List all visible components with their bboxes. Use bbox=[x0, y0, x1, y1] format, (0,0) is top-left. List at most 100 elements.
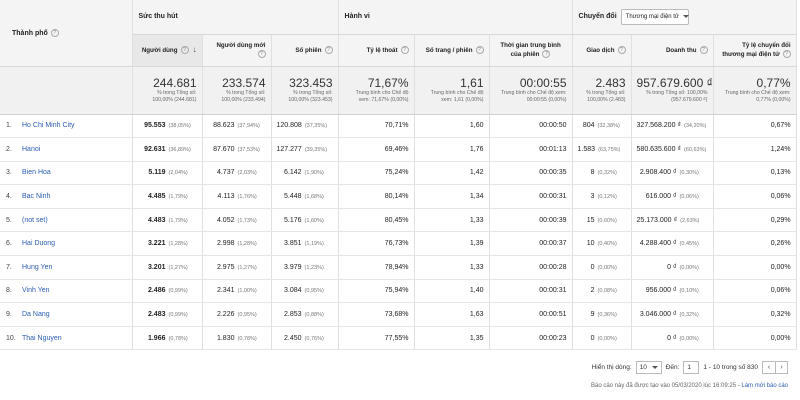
new-users-value: 1.830 bbox=[216, 334, 235, 342]
revenue-cell: 0 ₫ (0,00%) bbox=[631, 255, 714, 280]
new-users-percent: (0,78%) bbox=[237, 335, 257, 342]
city-link[interactable]: Da Nang bbox=[22, 311, 50, 319]
city-link[interactable]: Vinh Yen bbox=[22, 287, 50, 295]
revenue-cell: 616.000 ₫ (0,06%) bbox=[631, 184, 714, 209]
goto-page-input[interactable]: 1 bbox=[683, 361, 700, 374]
duration-cell: 00:00:39 bbox=[489, 208, 573, 233]
new-users-cell: 2.226 (0,95%) bbox=[202, 302, 272, 327]
users-percent: (1,27%) bbox=[168, 264, 188, 271]
help-icon[interactable]: ? bbox=[180, 46, 189, 55]
transactions-cell: 0 (0,00%) bbox=[572, 255, 632, 280]
conversions-group-header: Chuyển đổi Thương mại điện tử bbox=[572, 0, 797, 35]
new-users-value: 2.975 bbox=[216, 263, 235, 271]
refresh-report-link[interactable]: Làm mới báo cáo bbox=[741, 383, 788, 389]
sessions-percent: (1,23%) bbox=[304, 264, 324, 271]
total-bounce: 71,67% Trung bình cho Chế độ xem: 71,67% … bbox=[338, 66, 415, 115]
totals-row: 244.681% trong Tổng số: 100,00% (244.681… bbox=[0, 66, 797, 115]
new-users-percent: (1,73%) bbox=[237, 217, 257, 224]
new-users-column-header[interactable]: Người dùng mới? bbox=[202, 34, 272, 67]
transactions-percent: (0,32%) bbox=[597, 170, 617, 177]
total-new-users-sub: % trong Tổng số: 100,00% (233.494) bbox=[221, 89, 266, 103]
duration-cell: 00:00:51 bbox=[489, 302, 573, 327]
revenue-value: 956.000 ₫ bbox=[645, 287, 677, 295]
table-row[interactable]: 4. Bac Ninh 4.485 (1,79%) 4.113 (1,76%) 5.448(… bbox=[0, 184, 797, 209]
revenue-cell: 580.635.600 ₫ (60,63%) bbox=[631, 137, 714, 162]
duration-value: 00:00:50 bbox=[539, 122, 567, 130]
city-link[interactable]: Hung Yen bbox=[22, 263, 53, 271]
help-icon[interactable]: ? bbox=[542, 50, 551, 59]
help-icon[interactable]: ? bbox=[324, 45, 333, 54]
city-link[interactable]: Hai Duong bbox=[22, 240, 56, 248]
transactions-column-header[interactable]: Giao dịch? bbox=[572, 34, 632, 67]
table-row[interactable]: 7. Hung Yen 3.201 (1,27%) 2.975 (1,27%) 3.979(… bbox=[0, 255, 797, 280]
sessions-value: 2.450 bbox=[284, 334, 302, 342]
total-revenue-value: 957.679.600 ₫ bbox=[636, 75, 713, 90]
conversion-rate-column-header[interactable]: Tỷ lệ chuyển đổi thương mại điện tử? bbox=[713, 34, 797, 67]
new-users-percent: (37,94%) bbox=[237, 123, 260, 130]
sessions-cell: 3.851 (1,19%) bbox=[271, 231, 339, 257]
conversion-type-select[interactable]: Thương mại điện tử bbox=[620, 8, 689, 25]
help-icon[interactable]: ? bbox=[475, 45, 484, 54]
duration-cell: 00:00:31 bbox=[489, 184, 573, 209]
revenue-column-header[interactable]: Doanh thu? bbox=[631, 34, 714, 67]
prev-page-icon[interactable]: ‹ bbox=[767, 364, 771, 371]
city-link[interactable]: Ho Chi Minh City bbox=[22, 122, 75, 130]
bounce-rate-column-header[interactable]: Tỷ lệ thoát? bbox=[338, 34, 415, 67]
users-value: 92.631 bbox=[144, 145, 166, 153]
city-header-label: Thành phố bbox=[12, 29, 48, 37]
sessions-cell: 120.808 (37,35%) bbox=[271, 114, 339, 139]
avg-duration-column-header[interactable]: Thời gian trung bình của phiên? bbox=[489, 34, 573, 67]
total-duration: 00:00:55 Trung bình cho Chế độ xem: 00:00… bbox=[489, 66, 573, 115]
city-column-header[interactable]: Thành phố? bbox=[0, 0, 133, 67]
table-row[interactable]: 9. Da Nang 2.483 (0,99%) 2.226 (0,95%) 2.853 (0… bbox=[0, 302, 797, 327]
city-link[interactable]: Bac Ninh bbox=[22, 193, 51, 201]
users-value: 3.201 bbox=[147, 263, 166, 271]
sessions-cell: 2.450 (0,76%) bbox=[271, 326, 339, 351]
city-link[interactable]: Bien Hoa bbox=[22, 169, 51, 177]
table-row[interactable]: 10. Thai Nguyen 1.966 (0,78%) 1.830 (0,78%) 2.… bbox=[0, 326, 797, 351]
city-cell: 3. Bien Hoa bbox=[0, 161, 133, 186]
help-icon[interactable]: ? bbox=[782, 50, 791, 59]
table-row[interactable]: 3. Bien Hoa 5.119 (2,04%) 4.737 (2,03%) 6.142(… bbox=[0, 161, 797, 186]
total-conv-rate-value: 0,77% bbox=[756, 75, 791, 90]
help-icon[interactable]: ? bbox=[699, 45, 708, 54]
pages-cell: 1,39 bbox=[414, 231, 490, 257]
revenue-cell: 0 ₫ (0,00%) bbox=[631, 326, 714, 351]
row-index: 4. bbox=[6, 193, 12, 201]
city-link[interactable]: Thai Nguyen bbox=[22, 334, 62, 342]
city-link[interactable]: Hanoi bbox=[22, 145, 41, 153]
revenue-percent: (0,10%) bbox=[679, 288, 699, 295]
transactions-value: 8 bbox=[590, 169, 595, 177]
help-icon[interactable]: ? bbox=[257, 50, 266, 59]
help-icon[interactable]: ? bbox=[617, 45, 626, 54]
bounce-cell: 73,68% bbox=[338, 302, 415, 327]
table-row[interactable]: 6. Hai Duong 3.221 (1,28%) 2.998 (1,28%) 3.851… bbox=[0, 231, 797, 257]
sessions-cell: 127.277 (39,35%) bbox=[271, 137, 339, 162]
transactions-value: 3 bbox=[590, 193, 595, 201]
total-users-value: 244.681 bbox=[153, 75, 197, 90]
bounce-cell: 75,24% bbox=[338, 161, 415, 186]
users-column-header[interactable]: Người dùng? ↓ bbox=[132, 34, 203, 67]
next-page-icon[interactable]: › bbox=[775, 362, 787, 373]
revenue-value: 25.173.000 ₫ bbox=[636, 216, 678, 224]
sort-down-icon[interactable]: ↓ bbox=[192, 45, 197, 54]
table-row[interactable]: 2. Hanoi 92.631 (36,89%) 87.670 (37,53%) 127.2… bbox=[0, 137, 797, 162]
users-cell: 4.485 (1,79%) bbox=[132, 184, 203, 209]
rows-per-page-select[interactable]: 10 bbox=[635, 361, 662, 374]
pages-per-session-column-header[interactable]: Số trang / phiên? bbox=[414, 34, 490, 67]
row-index: 7. bbox=[6, 263, 12, 271]
sessions-column-header[interactable]: Số phiên? bbox=[271, 34, 339, 67]
revenue-value: 616.000 ₫ bbox=[645, 193, 677, 201]
row-index: 8. bbox=[6, 287, 12, 295]
sessions-value: 3.851 bbox=[284, 240, 302, 248]
table-row[interactable]: 1. Ho Chi Minh City 95.553 (38,05%) 88.623 (3… bbox=[0, 114, 797, 139]
table-row[interactable]: 8. Vinh Yen 2.486 (0,99%) 2.341 (1,00%) 3.084(… bbox=[0, 279, 797, 304]
transactions-cell: 2 (0,08%) bbox=[572, 279, 632, 304]
help-icon[interactable]: ? bbox=[400, 45, 409, 54]
table-row[interactable]: 5. (not set) 4.483 (1,79%) 4.052 (1,73%) 5.176… bbox=[0, 208, 797, 233]
sessions-percent: (1,19%) bbox=[304, 241, 324, 248]
city-link[interactable]: (not set) bbox=[22, 216, 48, 224]
help-icon[interactable]: ? bbox=[50, 28, 59, 37]
revenue-cell: 3.046.000 ₫ (0,32%) bbox=[631, 302, 714, 327]
users-cell: 1.966 (0,78%) bbox=[132, 326, 203, 351]
